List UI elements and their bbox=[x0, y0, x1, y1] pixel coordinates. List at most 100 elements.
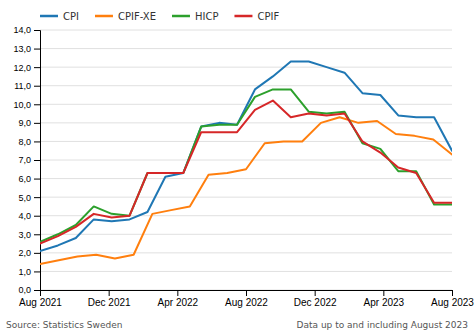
grid-line bbox=[40, 48, 452, 49]
x-tick-label: Apr 2023 bbox=[364, 297, 405, 308]
legend-item: HICP bbox=[172, 11, 218, 22]
legend-item: CPIF bbox=[234, 11, 279, 22]
chart: Aug 2021 Dec 2021 Apr 2022 Aug 2022 Dec 2022… bbox=[0, 0, 474, 334]
legend-item: CPIF-XE bbox=[95, 11, 156, 22]
series-line bbox=[40, 117, 452, 264]
x-tick-label: Dec 2022 bbox=[294, 297, 337, 308]
y-tick-label: 7,0 bbox=[18, 155, 31, 165]
y-tick-mark bbox=[34, 234, 40, 235]
y-tick-mark bbox=[34, 197, 40, 198]
y-tick: 9,0 bbox=[18, 118, 40, 128]
y-axis: 0,0 1,0 2,0 3,0 4,0 5,0 6,0 7,0 8,0 9,0 10,0 11,0 12… bbox=[13, 25, 40, 295]
x-tick-mark bbox=[383, 290, 384, 296]
grid-line bbox=[40, 234, 452, 235]
y-tick-label: 3,0 bbox=[18, 230, 31, 240]
grid-line bbox=[40, 271, 452, 272]
x-tick-mark bbox=[109, 290, 110, 296]
x-tick: Aug 2023 bbox=[431, 290, 474, 308]
y-tick: 12,0 bbox=[13, 63, 40, 73]
y-tick: 14,0 bbox=[13, 25, 40, 35]
series-line bbox=[40, 62, 452, 251]
x-tick: Dec 2021 bbox=[88, 290, 131, 308]
legend-label: CPIF-XE bbox=[118, 11, 156, 22]
y-tick: 10,0 bbox=[13, 100, 40, 110]
y-tick-label: 10,0 bbox=[13, 100, 31, 110]
annotation: Source: Statistics Sweden bbox=[6, 320, 122, 330]
y-tick-label: 1,0 bbox=[18, 267, 31, 277]
series-line bbox=[40, 89, 452, 241]
y-tick-mark bbox=[34, 123, 40, 124]
grid-line bbox=[40, 252, 452, 253]
annotation: Data up to and including August 2023 bbox=[297, 320, 468, 330]
x-tick-label: Aug 2022 bbox=[225, 297, 268, 308]
lines bbox=[40, 62, 452, 264]
grid-line bbox=[40, 197, 452, 198]
y-tick-label: 2,0 bbox=[18, 248, 31, 258]
grid-line bbox=[40, 104, 452, 105]
x-tick-label: Apr 2022 bbox=[158, 297, 199, 308]
y-tick-label: 0,0 bbox=[18, 285, 31, 295]
y-tick-label: 8,0 bbox=[18, 137, 31, 147]
y-tick: 13,0 bbox=[13, 44, 40, 54]
y-tick-label: 4,0 bbox=[18, 211, 31, 221]
x-tick-mark bbox=[452, 290, 453, 296]
x-tick: Apr 2022 bbox=[158, 290, 199, 308]
x-tick-mark bbox=[315, 290, 316, 296]
grid-line bbox=[40, 85, 452, 86]
y-tick-label: 6,0 bbox=[18, 174, 31, 184]
y-tick: 8,0 bbox=[18, 137, 40, 147]
x-axis: Aug 2021 Dec 2021 Apr 2022 Aug 2022 Dec 2022… bbox=[19, 290, 474, 308]
y-tick-mark bbox=[34, 271, 40, 272]
y-tick: 2,0 bbox=[18, 248, 40, 258]
grid-line bbox=[40, 30, 452, 31]
y-tick-label: 13,0 bbox=[13, 44, 31, 54]
legend-label: CPI bbox=[63, 11, 79, 22]
x-tick-label: Dec 2021 bbox=[88, 297, 131, 308]
legend: CPI CPIF-XE HICP CPIF bbox=[40, 11, 279, 22]
y-tick-mark bbox=[34, 253, 40, 254]
grid-line bbox=[40, 178, 452, 179]
y-tick: 6,0 bbox=[18, 174, 40, 184]
y-tick: 4,0 bbox=[18, 211, 40, 221]
legend-label: HICP bbox=[195, 11, 218, 22]
legend-item: CPI bbox=[40, 11, 79, 22]
y-tick: 5,0 bbox=[18, 193, 40, 203]
series-line bbox=[40, 101, 452, 244]
x-tick: Apr 2023 bbox=[364, 290, 405, 308]
x-tick-label: Aug 2021 bbox=[19, 297, 62, 308]
y-tick-mark bbox=[34, 179, 40, 180]
y-tick-label: 11,0 bbox=[14, 81, 31, 91]
x-tick-mark bbox=[177, 290, 178, 296]
legend-swatch bbox=[40, 15, 58, 18]
grid bbox=[40, 30, 452, 290]
x-tick: Aug 2022 bbox=[225, 290, 268, 308]
grid-line bbox=[40, 67, 452, 68]
y-tick-mark bbox=[34, 67, 40, 68]
y-tick-mark bbox=[34, 160, 40, 161]
y-tick-mark bbox=[34, 86, 40, 87]
y-tick-mark bbox=[34, 30, 40, 31]
grid-line bbox=[40, 141, 452, 142]
y-axis-line bbox=[34, 31, 41, 291]
legend-label: CPIF bbox=[257, 11, 279, 22]
y-tick: 11,0 bbox=[14, 81, 40, 91]
plot: Aug 2021 Dec 2021 Apr 2022 Aug 2022 Dec 2022… bbox=[13, 25, 474, 308]
y-tick: 0,0 bbox=[18, 285, 40, 295]
x-tick-label: Aug 2023 bbox=[431, 297, 474, 308]
legend-swatch bbox=[95, 15, 113, 18]
y-tick: 7,0 bbox=[18, 155, 40, 165]
y-tick-mark bbox=[34, 216, 40, 217]
x-tick-mark bbox=[246, 290, 247, 296]
legend-swatch bbox=[234, 15, 252, 18]
y-tick-mark bbox=[34, 141, 40, 142]
y-tick-mark bbox=[34, 290, 40, 291]
y-tick-label: 5,0 bbox=[18, 193, 31, 203]
x-tick: Dec 2022 bbox=[294, 290, 337, 308]
y-tick-mark bbox=[34, 104, 40, 105]
y-tick-label: 9,0 bbox=[18, 118, 31, 128]
y-tick-label: 14,0 bbox=[13, 25, 31, 35]
y-tick: 1,0 bbox=[18, 267, 40, 277]
y-tick: 3,0 bbox=[18, 230, 40, 240]
y-tick-label: 12,0 bbox=[13, 63, 31, 73]
y-tick-mark bbox=[34, 49, 40, 50]
